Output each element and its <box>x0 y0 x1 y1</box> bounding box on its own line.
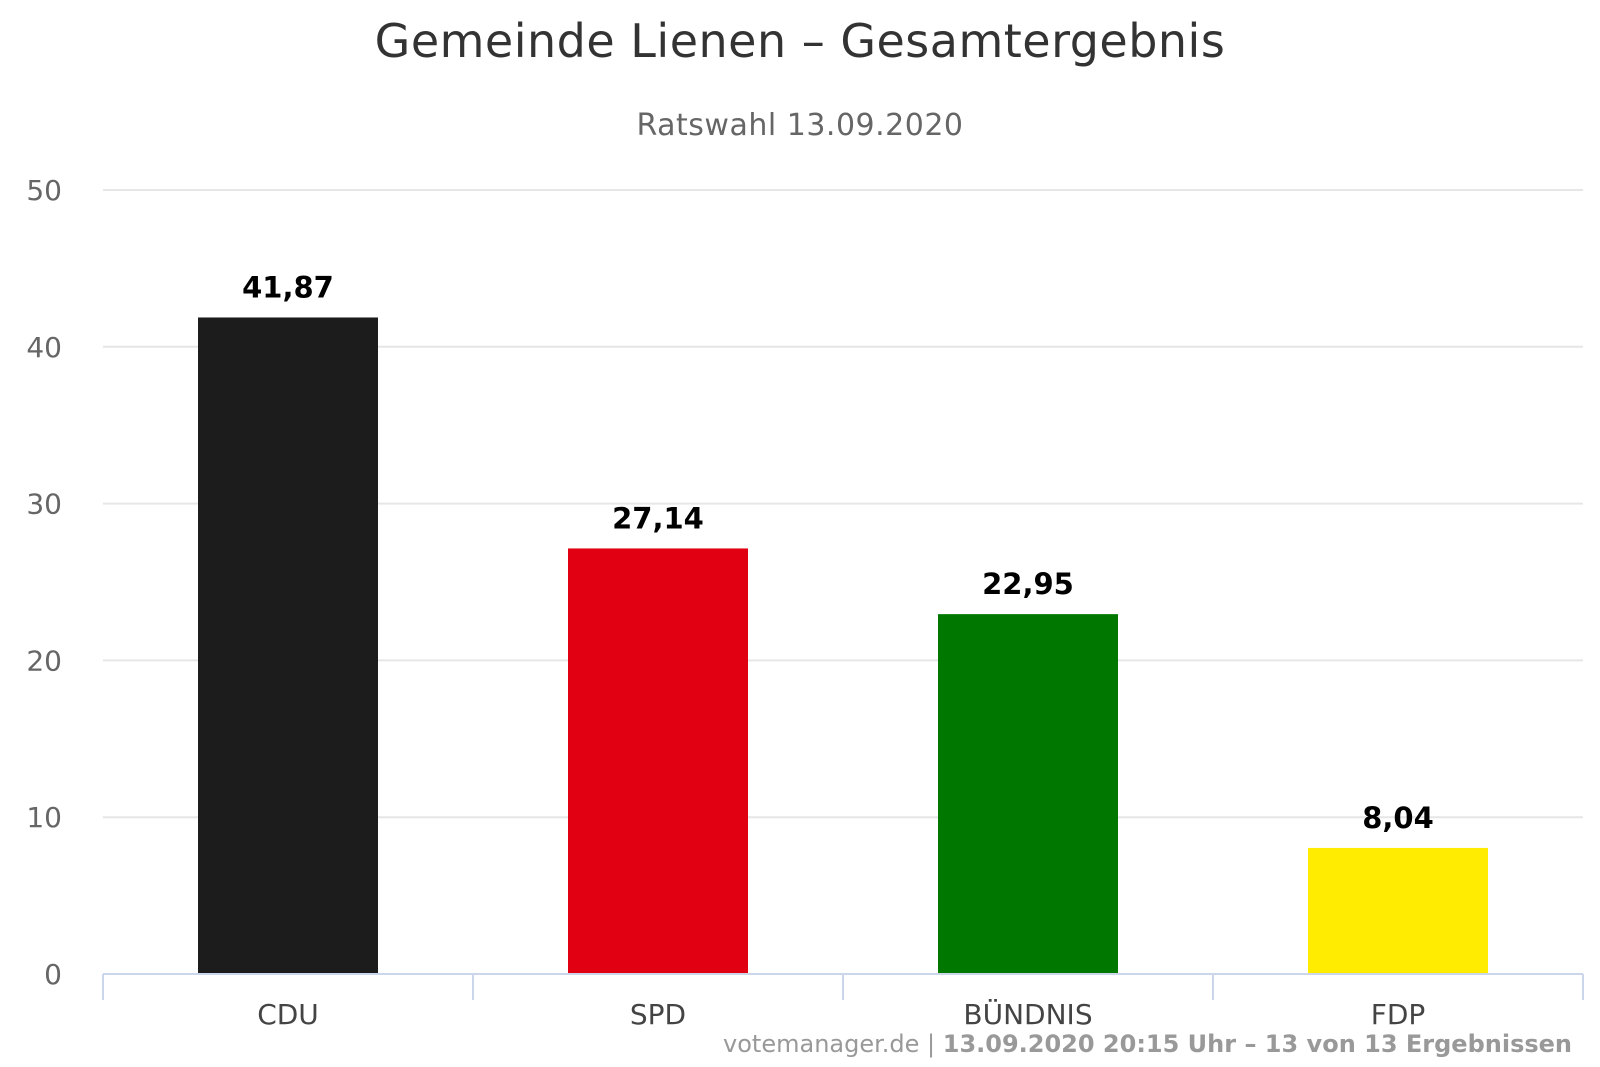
y-tick-label: 30 <box>26 488 62 521</box>
y-tick-label: 0 <box>44 958 62 991</box>
data-label: 27,14 <box>612 501 704 535</box>
credits-separator: | <box>919 1030 943 1058</box>
chart-subtitle: Ratswahl 13.09.2020 <box>636 108 964 143</box>
credits[interactable]: votemanager.de | 13.09.2020 20:15 Uhr – … <box>723 1030 1572 1058</box>
y-tick-label: 50 <box>26 174 62 207</box>
data-label: 22,95 <box>982 567 1074 601</box>
bar <box>938 614 1118 974</box>
credits-timestamp: 13.09.2020 20:15 Uhr – 13 von 13 Ergebni… <box>942 1030 1572 1058</box>
y-tick-label: 40 <box>26 331 62 364</box>
bar <box>1308 847 1488 974</box>
y-tick-label: 20 <box>26 644 62 677</box>
x-tick-label: BÜNDNIS <box>963 997 1092 1031</box>
x-tick-label: CDU <box>257 998 319 1031</box>
credits-site[interactable]: votemanager.de <box>723 1030 920 1058</box>
x-tick-label: SPD <box>630 998 686 1031</box>
chart-title: Gemeinde Lienen – Gesamtergebnis <box>374 14 1226 68</box>
bar <box>568 548 748 974</box>
y-tick-label: 10 <box>26 801 62 834</box>
data-label: 41,87 <box>242 270 334 304</box>
bar <box>198 317 378 974</box>
data-label: 8,04 <box>1362 801 1434 835</box>
x-tick-label: FDP <box>1371 998 1426 1031</box>
